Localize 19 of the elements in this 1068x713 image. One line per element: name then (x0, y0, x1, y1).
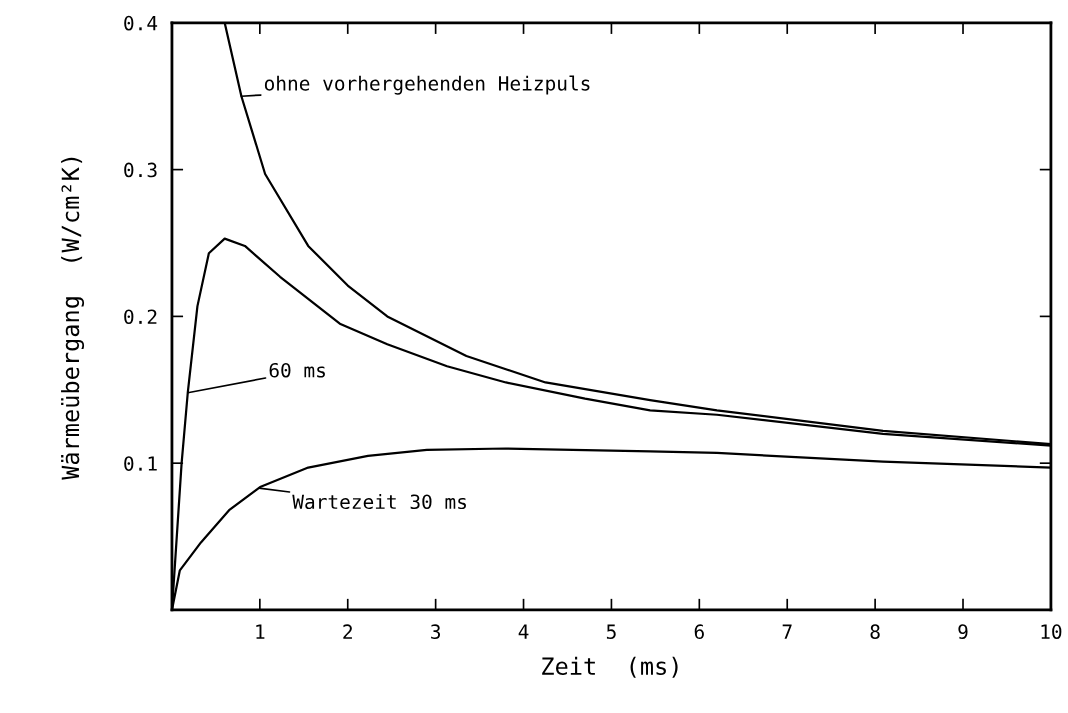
annotation: 60 ms (269, 362, 325, 378)
x-tick-label: 1 (256, 624, 265, 639)
x-tick-label: 2 (343, 624, 352, 639)
x-tick-label: 4 (518, 624, 529, 639)
x-tick-label: 8 (870, 624, 880, 640)
annotation: ohne vorhergehenden Heizpuls (264, 75, 590, 95)
x-tick-label: 3 (431, 624, 441, 640)
annotation: Wartezeit 30 ms (292, 494, 466, 510)
x-axis-title: Zeit (ms) (542, 656, 678, 678)
x-tick-label: 10 (1041, 624, 1062, 640)
y-tick-label: 0.4 (124, 15, 158, 31)
y-tick-label: 0.3 (124, 162, 157, 178)
x-tick-label: 5 (606, 624, 616, 640)
x-tick-label: 7 (782, 624, 792, 639)
x-tick-label: 6 (694, 624, 704, 640)
y-axis-title: Wärmeübergang (W/cm²K) (61, 157, 85, 480)
y-tick-label: 0.2 (124, 309, 157, 325)
y-tick-label: 0.1 (124, 456, 157, 471)
x-tick-label: 9 (958, 624, 968, 640)
